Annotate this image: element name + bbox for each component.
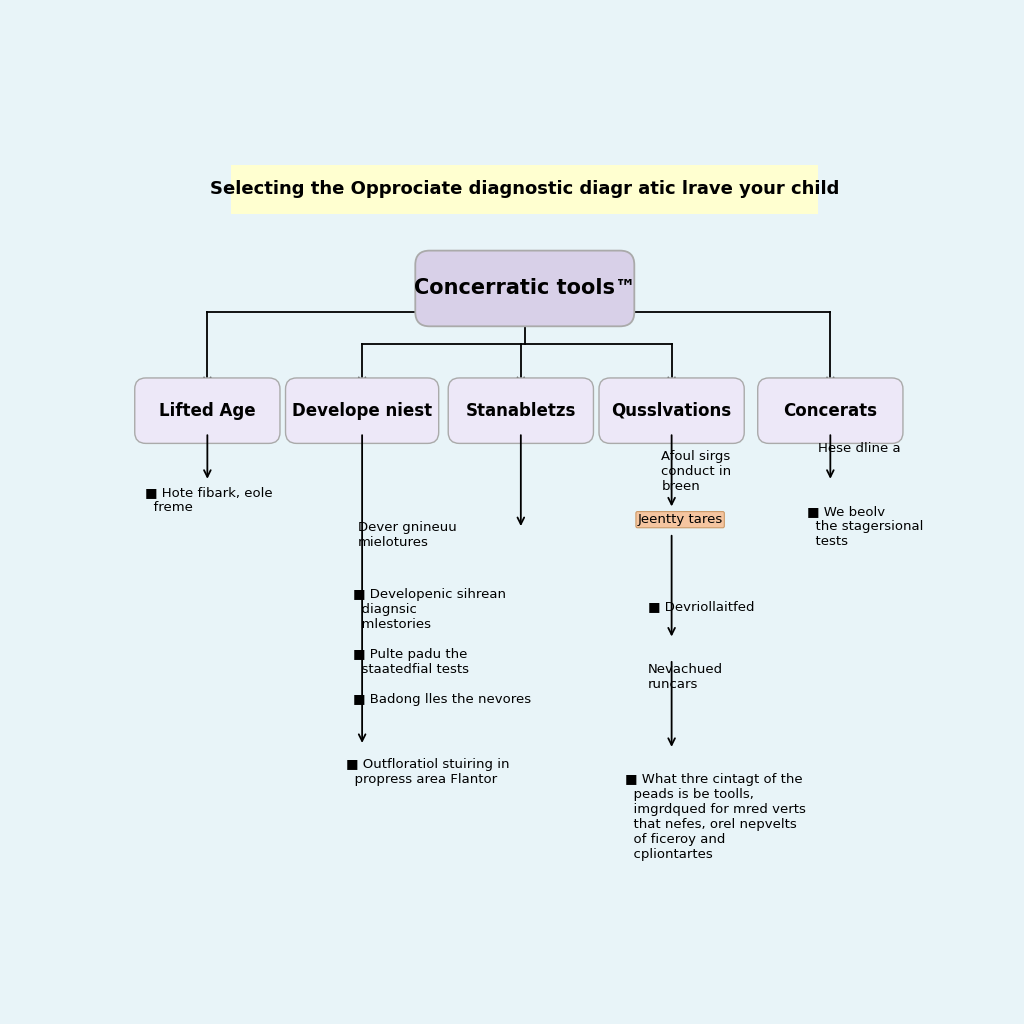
FancyBboxPatch shape — [231, 165, 818, 214]
Text: ■ What thre cintagt of the
  peads is be toolls,
  imgrdqued for mred verts
  th: ■ What thre cintagt of the peads is be t… — [625, 773, 806, 861]
Text: ■ Hote fibark, eole
  freme: ■ Hote fibark, eole freme — [145, 485, 273, 514]
Text: ■ Devriollaitfed: ■ Devriollaitfed — [648, 600, 755, 613]
FancyBboxPatch shape — [286, 378, 438, 443]
Text: ■ We beolv
  the stagersional
  tests: ■ We beolv the stagersional tests — [807, 505, 923, 548]
FancyBboxPatch shape — [758, 378, 903, 443]
Text: Lifted Age: Lifted Age — [159, 401, 256, 420]
Text: Afoul sirgs
conduct in
breen: Afoul sirgs conduct in breen — [662, 451, 731, 494]
Text: ■ Outfloratiol stuiring in
  propress area Flantor: ■ Outfloratiol stuiring in propress area… — [346, 758, 510, 785]
FancyBboxPatch shape — [599, 378, 744, 443]
Text: Stanabletzs: Stanabletzs — [466, 401, 577, 420]
Text: Develope niest: Develope niest — [292, 401, 432, 420]
Text: Concerratic tools™: Concerratic tools™ — [414, 279, 636, 298]
Text: Selecting the Opprociate diagnostic diagr atic lrave your child: Selecting the Opprociate diagnostic diag… — [210, 180, 840, 198]
FancyBboxPatch shape — [416, 251, 634, 327]
Text: Qusslvations: Qusslvations — [611, 401, 732, 420]
Text: Dever gnineuu
mielotures: Dever gnineuu mielotures — [358, 521, 457, 549]
Text: Nevachued
runcars: Nevachued runcars — [648, 663, 723, 691]
Text: Hese dline a: Hese dline a — [818, 442, 901, 456]
FancyBboxPatch shape — [135, 378, 280, 443]
Text: Concerats: Concerats — [783, 401, 878, 420]
Text: ■ Developenic sihrean
  diagnsic
  mlestories

■ Pulte padu the
  staatedfial te: ■ Developenic sihrean diagnsic mlestorie… — [352, 588, 530, 707]
FancyBboxPatch shape — [449, 378, 594, 443]
Text: Jeentty tares: Jeentty tares — [638, 513, 723, 526]
